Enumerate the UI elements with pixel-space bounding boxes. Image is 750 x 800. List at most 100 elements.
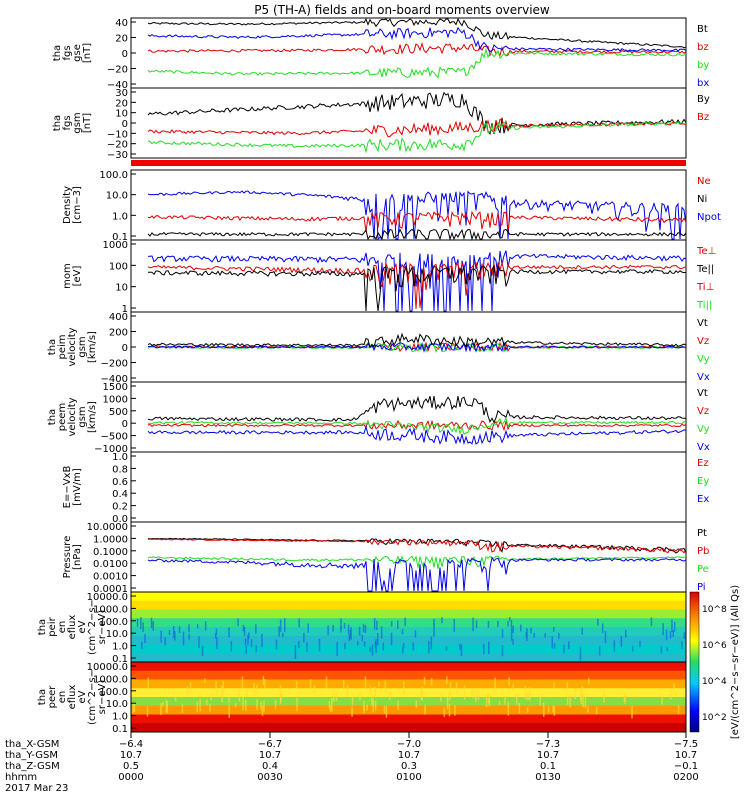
spectrogram-speck <box>512 683 514 691</box>
spectrogram-speck <box>255 645 257 653</box>
spectrogram-speck <box>666 646 668 652</box>
spectrogram-speck <box>620 635 623 647</box>
y-tick-label: 1 <box>122 304 128 315</box>
x-row-value: 10.7 <box>675 750 697 761</box>
spectrogram-speck <box>215 681 217 691</box>
spectrogram-band <box>131 644 686 654</box>
spectrogram-speck <box>530 627 532 634</box>
y-tick-label: −30 <box>107 150 128 161</box>
spectrogram-speck <box>501 629 504 638</box>
y-tick-label: 0.4 <box>112 489 128 500</box>
spectrogram-speck <box>463 685 466 700</box>
spectrogram-speck <box>553 705 556 716</box>
y-axis-label: thapeemvelocitygsm[km/s] <box>47 397 98 436</box>
spectrogram-speck <box>241 676 244 690</box>
By-trace <box>147 91 687 135</box>
spectrogram-speck <box>371 694 373 706</box>
spectrogram-speck <box>528 687 531 692</box>
spectrogram-speck <box>378 681 380 687</box>
spectrogram-speck <box>613 640 616 652</box>
x-row-value: 0030 <box>257 772 282 783</box>
spectrogram-speck <box>424 704 426 715</box>
Vt-trace <box>147 332 687 349</box>
spectrogram-speck <box>374 687 377 698</box>
spectrogram-speck <box>524 685 527 700</box>
legend-te: Te⊥ <box>696 246 716 257</box>
spectrogram-speck <box>507 621 509 627</box>
spectrogram-speck <box>254 690 256 696</box>
date-label: 2017 Mar 23 <box>5 783 68 794</box>
y-tick-label: 500 <box>109 407 128 418</box>
y-tick-label: 10000.0 <box>87 592 128 603</box>
panel-fgs-gse: 40 20 0 −20 −40 thafgsgse[nT] Bt bz by bx <box>52 17 709 91</box>
spectrogram-speck <box>327 625 329 636</box>
spectrogram-speck <box>446 696 449 710</box>
spectrogram-speck <box>454 704 456 716</box>
spectrogram-band <box>131 618 686 628</box>
spectrogram-speck <box>563 644 565 654</box>
spectrogram-speck <box>371 644 374 656</box>
spectrogram-speck <box>625 629 627 638</box>
y-tick-label: 20 <box>115 34 128 45</box>
y-tick-label: −40 <box>107 80 128 91</box>
spectrogram-speck <box>603 691 605 703</box>
spectrogram-speck <box>210 694 212 701</box>
spectrogram-speck <box>216 637 218 649</box>
spectrogram-speck <box>206 699 208 706</box>
spectrogram-speck <box>650 617 653 626</box>
spectrogram-speck <box>433 623 435 637</box>
legend-vz: Vz <box>697 336 709 347</box>
y-tick-label: 10.0 <box>106 699 128 710</box>
y-axis-label: Density[cm−3] <box>62 186 83 224</box>
spectrogram-speck <box>581 686 584 696</box>
spectrogram-speck <box>215 628 218 635</box>
spectrogram-speck <box>357 641 359 646</box>
spectrogram-speck <box>228 627 230 638</box>
spectrogram-speck <box>459 643 461 651</box>
y-tick-label: 0 <box>122 419 128 430</box>
panel-density: 100.0 10.0 1.0 0.1 Density[cm−3] Ne Ni Npot <box>62 169 721 243</box>
spectrogram-speck <box>631 705 633 719</box>
spectrogram-speck <box>313 685 316 694</box>
y-tick-label: 30 <box>115 88 128 99</box>
y-tick-label: 0.1 <box>112 232 128 243</box>
legend-ne: Ne <box>697 176 711 187</box>
spectrogram-speck <box>579 647 582 661</box>
spectrogram-speck <box>558 633 560 639</box>
x-row-value: 0.1 <box>540 761 556 772</box>
y-tick-label: 0.0010 <box>93 572 128 583</box>
spectrogram-speck <box>672 630 674 637</box>
y-tick-label: 1000.0 <box>93 604 128 615</box>
spectrogram-speck <box>261 633 263 648</box>
spectrogram-speck <box>333 691 335 702</box>
spectrogram-speck <box>624 694 626 704</box>
legend-vt: Vt <box>697 318 708 329</box>
spectrogram-speck <box>581 627 583 635</box>
y-tick-label: 1000 <box>103 240 128 251</box>
y-tick-label: 100.0 <box>99 617 128 628</box>
y-tick-label: 0.2 <box>112 502 128 513</box>
spectrogram-speck <box>366 704 368 711</box>
spectrogram-speck <box>569 696 571 708</box>
spectrogram-speck <box>551 636 553 649</box>
y-tick-label: 0.1 <box>112 654 128 665</box>
spectrogram-speck <box>247 634 249 646</box>
spectrogram-speck <box>242 697 244 711</box>
spectrogram-speck <box>477 689 480 700</box>
spectrogram-speck <box>160 703 162 715</box>
y-tick-label: 10.0 <box>106 629 128 640</box>
spectrogram-speck <box>152 621 154 631</box>
colorbar-tick-label: 10^6 <box>702 641 727 651</box>
Npot-trace <box>147 190 687 241</box>
y-tick-label: 1500 <box>103 382 128 393</box>
legend-npot: Npot <box>697 212 721 223</box>
spectrogram-speck <box>162 701 164 707</box>
spectrogram-speck <box>677 705 680 715</box>
spectrogram-speck <box>377 633 379 646</box>
spectrogram-speck <box>584 696 587 709</box>
spectrogram-speck <box>566 682 569 691</box>
spectrogram-speck <box>147 677 150 691</box>
spectrogram-speck <box>201 645 204 656</box>
